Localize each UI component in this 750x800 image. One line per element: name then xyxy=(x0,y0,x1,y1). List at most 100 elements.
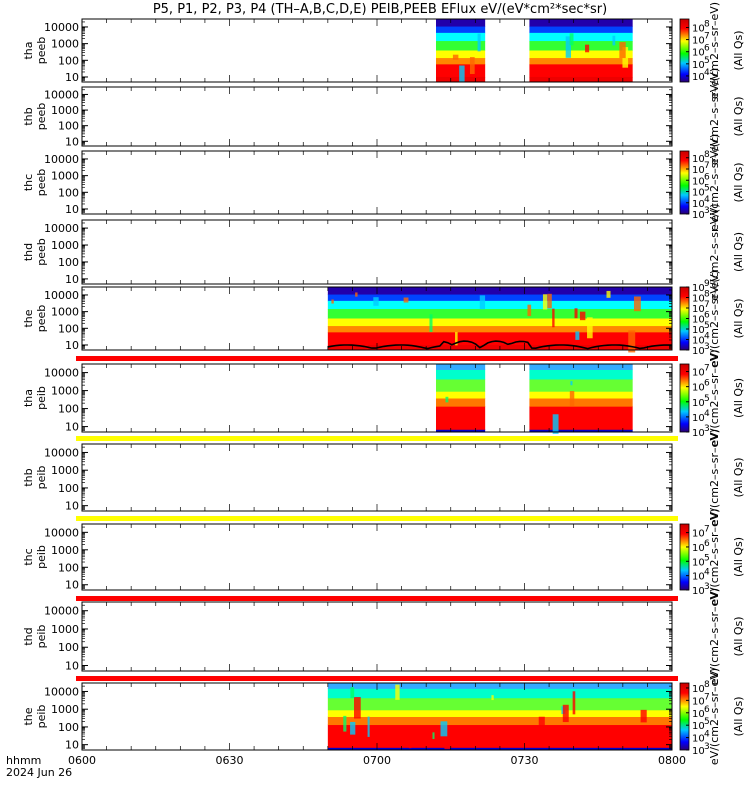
y-tick-label: 10000 xyxy=(44,21,79,34)
spectrogram-streak xyxy=(569,391,575,407)
colorbar-tick-exponent: 5 xyxy=(704,717,710,727)
colorbar-tick-label: 10 xyxy=(692,188,705,199)
spectrogram-band xyxy=(327,294,672,302)
panel-thdpeib: 10 100 1000 10000 thd peib eV/(cm2–s–sr–eV) (Al… xyxy=(22,588,745,685)
y-tick-label: 10 xyxy=(65,203,79,216)
spectrogram-band xyxy=(327,287,672,296)
spectrogram-band xyxy=(327,697,672,711)
colorbar xyxy=(679,150,690,215)
y-tick-label: 1000 xyxy=(51,703,79,716)
panel-product-label: peeb xyxy=(35,305,48,333)
colorbar-tick-label: 10 xyxy=(692,368,705,379)
colorbar-tick-label: 10 xyxy=(692,746,705,757)
spectrogram-streak xyxy=(542,294,548,310)
panel-product-label: peeb xyxy=(35,169,48,197)
colorbar-title: eV/(cm2–s–sr–eV) xyxy=(708,68,721,165)
colorbar-title: eV/(cm2–s–sr–eV) xyxy=(708,349,721,446)
colorbar-title-qs: (All Qs) xyxy=(732,378,745,418)
colorbar xyxy=(679,682,690,751)
colorbar-tick-exponent: 4 xyxy=(704,730,710,740)
colorbar-title: eV/(cm2–s–sr–eV) xyxy=(708,2,721,99)
y-tick-label: 1000 xyxy=(51,464,79,477)
spectrogram-streak xyxy=(572,691,576,715)
panel-probe-label: thc xyxy=(22,548,35,565)
colorbar-title-qs: (All Qs) xyxy=(732,616,745,656)
spectrogram-band xyxy=(529,406,633,430)
spectrogram-band xyxy=(436,378,486,392)
colorbar-tick-exponent: 3 xyxy=(704,342,710,352)
spectrogram-band xyxy=(529,19,633,28)
colorbar-tick-label: 10 xyxy=(692,346,705,357)
colorbar-title-qs: (All Qs) xyxy=(732,298,745,338)
colorbar-tick-label: 10 xyxy=(692,154,705,165)
spectrogram-streak xyxy=(570,381,573,386)
spectrogram-streak xyxy=(408,725,412,749)
spectrogram-streak xyxy=(612,35,616,46)
panel-product-label: peeb xyxy=(35,238,48,266)
y-tick-label: 10000 xyxy=(44,88,79,101)
colorbar-tick-exponent: 5 xyxy=(704,553,710,563)
panel-thbpeeb: 10 100 1000 10000 thb peeb eV/(cm2–s–sr–eV) (Al… xyxy=(22,68,745,165)
colorbar-tick-exponent: 6 xyxy=(704,539,710,549)
panel-frame xyxy=(81,523,673,591)
panel-probe-label: the xyxy=(22,309,35,327)
colorbar-tick-exponent: 6 xyxy=(704,705,710,715)
colorbar-tick-exponent: 4 xyxy=(704,68,710,78)
colorbar-title-qs: (All Qs) xyxy=(732,696,745,736)
panel-probe-label: thd xyxy=(22,627,35,645)
x-tick-label: 0630 xyxy=(216,754,244,767)
spectrogram-streak xyxy=(562,704,569,723)
y-tick-label: 100 xyxy=(58,322,79,335)
y-tick-label: 10000 xyxy=(44,289,79,302)
colorbar-title: eV/(cm2–s–sr–eV) xyxy=(708,134,721,231)
y-tick-label: 1000 xyxy=(51,38,79,51)
panel-product-label: peib xyxy=(35,625,48,649)
colorbar-tick-label: 10 xyxy=(692,48,705,59)
colorbar-tick-exponent: 6 xyxy=(704,311,710,321)
colorbar-tick-exponent: 8 xyxy=(704,150,710,160)
spectrogram-streak xyxy=(367,716,370,737)
colorbar-tick-label: 10 xyxy=(692,428,705,439)
density-line xyxy=(327,340,672,350)
spectrogram-streak xyxy=(350,721,356,735)
colorbar-tick-label: 10 xyxy=(692,165,705,176)
spectrogram-band xyxy=(436,58,486,65)
spectrogram-band xyxy=(436,391,486,399)
colorbar-title-qs: (All Qs) xyxy=(732,96,745,136)
spectrogram-band xyxy=(436,19,486,28)
panel-product-label: peib xyxy=(35,545,48,569)
spectrogram-streak xyxy=(587,317,593,339)
spectrogram-streak xyxy=(355,292,358,297)
spectrogram-streak xyxy=(547,293,552,309)
spectrogram-streak xyxy=(395,684,400,700)
spectrogram-streak xyxy=(452,54,459,60)
spectrogram-streak xyxy=(538,716,545,726)
colorbar-title-qs: (All Qs) xyxy=(732,30,745,70)
colorbar-tick-exponent: 9 xyxy=(704,279,710,289)
spectrogram-streak xyxy=(365,333,369,351)
colorbar-tick-exponent: 7 xyxy=(704,32,710,42)
y-tick-label: 100 xyxy=(58,721,79,734)
colorbar-tick-label: 10 xyxy=(692,696,705,707)
spectrogram-band xyxy=(327,709,672,717)
colorbar-tick-label: 10 xyxy=(692,572,705,583)
colorbar-tick-label: 10 xyxy=(692,721,705,732)
colorbar xyxy=(679,18,690,83)
panel-product-label: peib xyxy=(35,386,48,410)
spectrogram-streak xyxy=(565,36,572,58)
colorbar-tick-exponent: 7 xyxy=(704,161,710,171)
spectrogram-streak xyxy=(440,721,448,737)
y-tick-label: 1000 xyxy=(51,170,79,183)
spectrogram-streak xyxy=(444,730,450,750)
spectrogram-streak xyxy=(445,396,449,403)
spectrogram-streak xyxy=(459,65,465,82)
colorbar-title-qs: (All Qs) xyxy=(732,162,745,202)
colorbar-tick-exponent: 5 xyxy=(704,394,710,404)
spectrogram-streak xyxy=(455,332,458,346)
spectrogram-streak xyxy=(633,727,638,745)
chart-title: P5, P1, P2, P3, P4 (TH–A,B,C,D,E) PEIB,P… xyxy=(153,2,607,17)
spectrogram-streak xyxy=(432,732,435,740)
colorbar-tick-label: 10 xyxy=(692,315,705,326)
